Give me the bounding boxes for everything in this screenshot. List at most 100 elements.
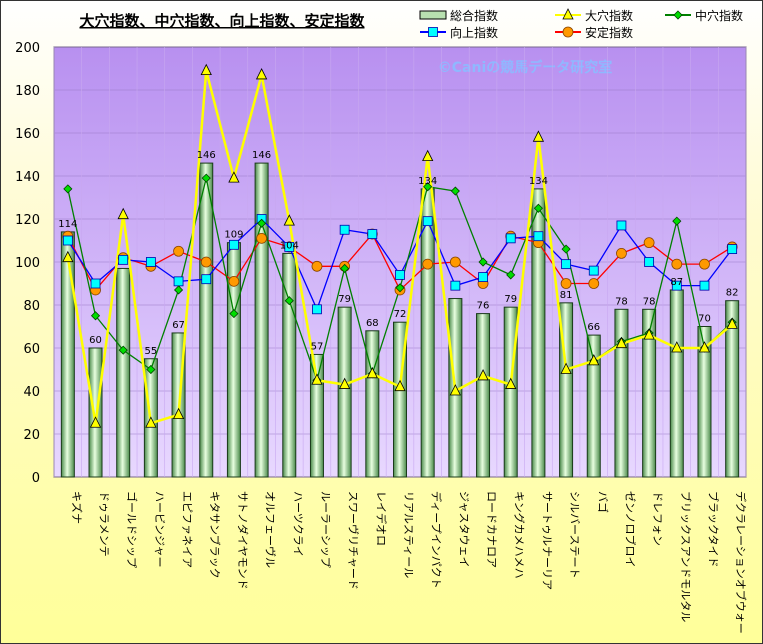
y-tick-label: 160 — [15, 127, 40, 142]
square-marker — [671, 280, 682, 291]
bar-value-label: 134 — [529, 176, 548, 187]
x-tick-label: ドレフォン — [651, 491, 664, 546]
bar-value-label: 68 — [366, 318, 379, 329]
legend-label: 中穴指数 — [695, 8, 743, 23]
chart-title: 大穴指数、中穴指数、向上指数、安定指数 — [79, 12, 365, 30]
x-tick-label: ジャスタウェイ — [457, 491, 470, 567]
diamond-marker — [118, 345, 128, 355]
triangle-marker — [255, 68, 268, 80]
x-tick-label: ブリックスアンドモルタル — [679, 491, 693, 622]
square-marker — [173, 276, 184, 287]
y-tick-label: 200 — [15, 41, 40, 56]
bar-value-label: 76 — [477, 301, 490, 312]
triangle-marker — [62, 250, 74, 263]
bar-value-label: 146 — [252, 150, 271, 161]
x-tick-label: ロードカナロア — [485, 491, 498, 568]
x-tick-label: スワーヴリチャード — [347, 491, 361, 590]
circle-marker — [422, 258, 434, 270]
bar-総合指数 — [199, 162, 214, 478]
triangle-marker — [643, 328, 655, 340]
bar-総合指数 — [642, 308, 657, 478]
circle-marker — [256, 232, 268, 244]
x-tick-label: ハーツクライ — [291, 491, 304, 557]
bar-総合指数 — [116, 267, 131, 478]
triangle-marker — [671, 341, 683, 353]
legend-label: 総合指数 — [450, 8, 498, 23]
x-tick-label: ディープインパクト — [430, 491, 444, 589]
x-tick-label: キタサンブラック — [208, 491, 222, 579]
bar-総合指数 — [614, 308, 629, 478]
diamond-marker — [146, 364, 156, 375]
bar-value-label: 104 — [280, 240, 299, 251]
y-tick-label: 80 — [23, 299, 40, 314]
bar-value-label: 57 — [311, 341, 324, 352]
y-tick-label: 0 — [32, 471, 40, 486]
circle-marker — [228, 275, 240, 287]
diamond-marker — [478, 257, 488, 267]
square-marker — [644, 257, 655, 267]
y-tick-label: 120 — [15, 213, 40, 228]
bar-value-label: 146 — [197, 150, 216, 161]
x-tick-label: キズナ — [70, 491, 84, 524]
y-tick-label: 60 — [23, 342, 40, 357]
diamond-marker — [672, 216, 682, 226]
triangle-marker — [394, 379, 406, 392]
square-marker — [428, 27, 438, 37]
bar-value-label: 82 — [726, 288, 739, 299]
triangle-marker — [560, 362, 572, 374]
x-tick-label: サトノダイヤモンド — [236, 491, 250, 590]
circle-marker — [311, 260, 323, 272]
legend-swatch — [419, 10, 447, 20]
bar-総合指数 — [503, 306, 518, 478]
bar-総合指数 — [697, 326, 712, 478]
x-tick-label: リアルスティール — [402, 491, 415, 578]
diamond-marker — [229, 309, 239, 319]
square-marker — [90, 278, 101, 289]
y-tick-label: 40 — [23, 385, 40, 400]
bar-総合指数 — [365, 330, 380, 478]
bar-value-label: 70 — [698, 314, 711, 325]
circle-marker — [449, 256, 461, 268]
bar-総合指数 — [88, 347, 103, 478]
diamond-marker — [173, 285, 184, 295]
triangle-marker — [366, 366, 378, 379]
triangle-marker — [698, 341, 711, 353]
square-marker — [145, 257, 156, 267]
bar-value-label: 55 — [145, 346, 158, 357]
triangle-marker — [145, 416, 157, 428]
diamond-marker — [90, 311, 101, 321]
bar-value-label: 78 — [615, 296, 628, 307]
triangle-marker — [562, 8, 574, 20]
bar-総合指数 — [254, 162, 269, 478]
square-marker — [422, 216, 433, 227]
diamond-marker — [673, 10, 683, 20]
square-marker — [367, 229, 378, 239]
triangle-marker — [311, 373, 323, 385]
square-marker — [727, 244, 738, 255]
diamond-marker — [284, 296, 294, 306]
circle-marker — [562, 26, 574, 38]
triangle-marker — [726, 317, 738, 329]
triangle-marker — [283, 214, 295, 226]
square-marker — [62, 235, 73, 246]
triangle-marker — [505, 377, 517, 389]
diamond-marker — [561, 244, 571, 254]
x-tick-label: キングカメハメハ — [513, 491, 527, 579]
bar-総合指数 — [337, 306, 352, 478]
x-tick-label: バゴ — [596, 491, 610, 513]
bar-総合指数 — [309, 353, 324, 478]
bar-総合指数 — [476, 313, 491, 478]
bar-value-label: 60 — [89, 335, 102, 346]
x-tick-label: エピファネイア — [181, 491, 194, 568]
bar-value-label: 134 — [418, 176, 437, 187]
bar-総合指数 — [725, 300, 740, 478]
bar-value-label: 67 — [172, 320, 185, 331]
square-marker — [339, 224, 350, 235]
y-tick-label: 180 — [15, 84, 40, 99]
square-marker — [229, 239, 239, 250]
y-tick-label: 140 — [15, 170, 40, 185]
circle-marker — [699, 258, 710, 270]
x-tick-label: ドゥラメンテ — [98, 491, 111, 557]
diamond-marker — [423, 182, 433, 192]
